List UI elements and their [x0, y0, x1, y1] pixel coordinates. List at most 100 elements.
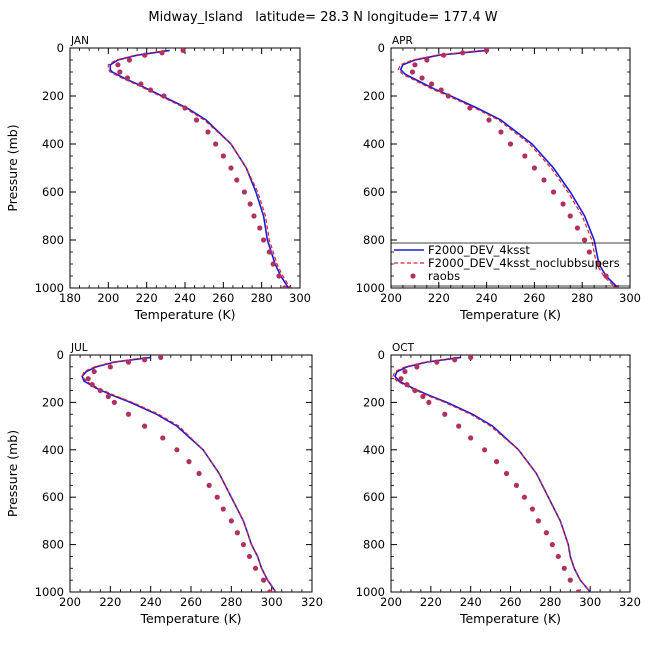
y-tick-label: 800 — [363, 538, 385, 552]
raobs-point — [246, 553, 253, 560]
panel-label: OCT — [392, 342, 415, 354]
y-tick-label: 1000 — [356, 281, 385, 295]
legend-marker-raobs — [410, 273, 416, 279]
raobs-point — [142, 52, 148, 58]
raobs-point — [567, 577, 573, 583]
raobs-point — [182, 105, 188, 111]
x-tick-label: 200 — [97, 291, 119, 305]
raobs-point — [228, 518, 234, 524]
raobs-point — [404, 382, 410, 388]
series-line-noclubbsupers — [397, 49, 617, 288]
raobs-point — [142, 357, 148, 363]
raobs-point — [270, 261, 276, 267]
legend-label: F2000_DEV_4ksst_noclubbsupers — [428, 256, 620, 270]
raobs-point — [89, 382, 95, 388]
raobs-point — [160, 435, 166, 441]
raobs-point — [468, 355, 474, 360]
y-tick-label: 0 — [57, 41, 64, 55]
raobs-point — [91, 368, 97, 375]
raobs-point — [247, 201, 253, 207]
raobs-point — [442, 411, 448, 417]
raobs-point — [240, 542, 247, 548]
raobs-point — [467, 105, 473, 111]
x-tick-label: 220 — [428, 291, 450, 305]
raobs-point — [575, 589, 581, 592]
y-tick-label: 800 — [42, 538, 64, 552]
y-tick-label: 800 — [363, 233, 385, 247]
panel-label: APR — [392, 35, 413, 47]
raobs-point — [429, 81, 435, 87]
raobs-point — [412, 62, 418, 68]
raobs-point — [531, 165, 538, 171]
x-tick-label: 240 — [476, 291, 498, 305]
raobs-point — [414, 364, 420, 370]
series-line-noclubbsupers — [81, 356, 277, 592]
y-tick-label: 0 — [378, 348, 385, 362]
raobs-point — [111, 399, 117, 405]
x-tick-label: 260 — [180, 595, 202, 609]
raobs-point — [402, 368, 408, 375]
x-tick-label: 280 — [539, 595, 561, 609]
plot-frame — [390, 354, 631, 593]
x-tick-label: 220 — [99, 595, 121, 609]
raobs-point — [535, 518, 541, 524]
plot-area — [81, 355, 277, 592]
raobs-point — [426, 399, 432, 405]
series-line-noclubbsupers — [392, 356, 591, 592]
y-tick-label: 0 — [57, 348, 64, 362]
y-tick-label: 200 — [363, 89, 385, 103]
raobs-point — [205, 129, 211, 135]
raobs-point — [193, 117, 200, 123]
y-tick-label: 200 — [42, 395, 64, 409]
x-tick-label: 300 — [261, 595, 283, 609]
raobs-point — [251, 213, 257, 219]
raobs-point — [452, 357, 458, 363]
y-tick-label: 400 — [42, 137, 64, 151]
raobs-point — [142, 423, 148, 429]
series-line-dev-4ksst — [394, 356, 591, 592]
raobs-point — [513, 482, 520, 488]
raobs-point — [468, 435, 474, 441]
y-tick-label: 600 — [42, 185, 64, 199]
y-tick-label: 800 — [42, 233, 64, 247]
y-tick-label: 0 — [378, 41, 385, 55]
series-line-dev-4ksst — [399, 49, 619, 288]
x-axis-label: Temperature (K) — [139, 611, 241, 626]
x-axis-label: Temperature (K) — [133, 307, 235, 322]
raobs-point — [440, 52, 447, 58]
figure-title: Midway_Island latitude= 28.3 N longitude… — [148, 10, 497, 25]
x-tick-label: 200 — [380, 595, 402, 609]
raobs-point — [159, 50, 165, 56]
x-axis-label: Temperature (K) — [459, 611, 561, 626]
x-tick-label: 240 — [460, 595, 482, 609]
plot-frame — [69, 354, 313, 593]
x-tick-label: 200 — [380, 291, 402, 305]
raobs-point — [107, 364, 113, 370]
raobs-point — [486, 117, 492, 123]
y-tick-label: 200 — [363, 395, 385, 409]
raobs-point — [574, 225, 581, 231]
panel-apr: APR 200 220 240 260 280 300 0 200 400 600 800 1000 Te… — [356, 35, 641, 322]
raobs-point — [220, 506, 226, 512]
x-tick-label: 300 — [289, 291, 311, 305]
panel-jan: JAN 180 200 220 240 260 280 300 0 200 400 600 800 100… — [5, 35, 311, 322]
raobs-point — [493, 459, 500, 465]
raobs-point — [115, 62, 121, 68]
y-tick-label: 1000 — [35, 585, 64, 599]
raobs-point — [214, 494, 220, 500]
series-line-noclubbsupers — [107, 49, 291, 288]
raobs-point — [507, 141, 514, 147]
raobs-point — [549, 542, 555, 548]
raobs-point — [522, 153, 528, 159]
x-tick-label: 220 — [420, 595, 442, 609]
x-tick-label: 180 — [59, 291, 81, 305]
raobs-point — [482, 447, 488, 453]
x-tick-label: 240 — [174, 291, 196, 305]
legend-label: raobs — [428, 269, 460, 283]
raobs-point — [543, 530, 549, 536]
y-tick-label: 1000 — [356, 585, 385, 599]
plot-area — [392, 355, 591, 592]
raobs-point — [124, 75, 131, 81]
raobs-point — [581, 237, 588, 243]
